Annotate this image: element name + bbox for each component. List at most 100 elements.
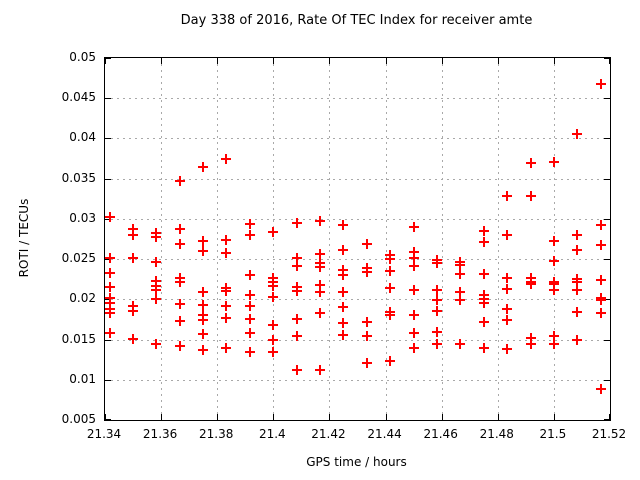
y-tick-label: 0.035 — [61, 170, 96, 185]
data-point-marker — [478, 225, 489, 236]
data-point-marker — [431, 306, 442, 317]
data-point-marker — [595, 78, 606, 89]
y-tick-mark — [604, 299, 610, 301]
data-point-marker — [408, 221, 419, 232]
x-tick-mark — [329, 414, 331, 420]
data-point-marker — [315, 279, 326, 290]
x-tick-label: 21.38 — [199, 427, 234, 441]
data-point-marker — [455, 268, 466, 279]
y-tick-mark — [105, 379, 111, 381]
x-tick-mark — [385, 58, 387, 64]
x-tick-mark — [385, 414, 387, 420]
x-tick-label: 21.5 — [539, 427, 567, 441]
data-point-marker — [268, 334, 279, 345]
x-tick-mark — [609, 58, 610, 64]
x-tick-label: 21.4 — [258, 427, 286, 441]
data-point-marker — [385, 283, 396, 294]
data-point-marker — [525, 339, 536, 350]
y-tick-mark — [604, 419, 610, 420]
y-tick-label: 0.01 — [69, 371, 96, 386]
x-gridline — [217, 58, 219, 420]
data-point-marker — [128, 305, 139, 316]
data-point-marker — [502, 272, 513, 283]
data-point-marker — [408, 252, 419, 263]
y-tick-label: 0.03 — [69, 210, 96, 225]
data-point-marker — [291, 365, 302, 376]
y-tick-label: 0.02 — [69, 291, 96, 306]
data-point-marker — [572, 229, 583, 240]
data-point-marker — [478, 342, 489, 353]
data-point-marker — [455, 259, 466, 270]
data-point-marker — [221, 300, 232, 311]
data-point-marker — [151, 293, 162, 304]
y-gridline — [105, 218, 610, 220]
y-tick-mark — [105, 218, 111, 220]
y-tick-label: 0.04 — [69, 130, 96, 145]
data-point-marker — [315, 308, 326, 318]
y-tick-mark — [604, 259, 610, 261]
data-point-marker — [315, 365, 326, 376]
data-point-marker — [361, 316, 372, 327]
data-point-marker — [198, 299, 209, 310]
x-gridline — [161, 58, 163, 420]
x-tick-label: 21.46 — [423, 427, 458, 441]
data-point-marker — [198, 345, 209, 355]
data-point-marker — [245, 300, 256, 311]
data-point-marker — [548, 285, 559, 296]
data-point-marker — [221, 153, 232, 164]
data-point-marker — [198, 235, 209, 246]
data-point-marker — [128, 229, 139, 240]
data-point-marker — [198, 287, 209, 298]
data-point-marker — [291, 217, 302, 228]
data-point-marker — [291, 330, 302, 341]
x-tick-mark — [553, 414, 555, 420]
data-point-marker — [151, 257, 162, 268]
data-point-marker — [572, 276, 583, 287]
data-point-marker — [595, 275, 606, 286]
data-point-marker — [268, 226, 279, 237]
data-point-marker — [245, 218, 256, 229]
x-tick-mark — [609, 414, 610, 420]
data-point-marker — [174, 277, 185, 288]
x-tick-mark — [497, 414, 499, 420]
data-point-marker — [385, 309, 396, 320]
y-tick-label: 0.045 — [61, 90, 96, 105]
data-point-marker — [174, 176, 185, 187]
data-point-marker — [268, 320, 279, 331]
data-point-marker — [595, 240, 606, 251]
y-tick-mark — [604, 98, 610, 100]
data-point-marker — [361, 238, 372, 249]
x-tick-mark — [273, 58, 275, 64]
y-gridline — [105, 299, 610, 301]
y-tick-mark — [105, 58, 111, 59]
data-point-marker — [502, 191, 513, 202]
y-tick-label: 0.025 — [61, 251, 96, 266]
data-point-marker — [385, 356, 396, 367]
data-point-marker — [315, 249, 326, 260]
data-point-marker — [174, 316, 185, 327]
y-tick-mark — [105, 98, 111, 100]
x-tick-mark — [273, 414, 275, 420]
data-point-marker — [595, 219, 606, 230]
y-gridline — [105, 339, 610, 341]
data-point-marker — [104, 298, 115, 309]
data-point-marker — [245, 347, 256, 358]
x-axis-label: GPS time / hours — [306, 455, 407, 469]
data-point-marker — [595, 308, 606, 318]
y-gridline — [105, 138, 610, 140]
data-point-marker — [198, 328, 209, 339]
data-point-marker — [338, 245, 349, 256]
chart-title: Day 338 of 2016, Rate Of TEC Index for r… — [180, 13, 533, 28]
data-point-marker — [104, 267, 115, 278]
data-point-marker — [548, 330, 559, 341]
x-tick-mark — [497, 58, 499, 64]
x-gridline — [385, 58, 387, 420]
data-point-marker — [385, 254, 396, 265]
data-point-marker — [361, 331, 372, 342]
data-point-marker — [174, 299, 185, 310]
y-tick-mark — [604, 339, 610, 341]
data-point-marker — [198, 161, 209, 172]
data-point-marker — [268, 346, 279, 357]
y-gridline — [105, 379, 610, 381]
x-gridline — [329, 58, 331, 420]
